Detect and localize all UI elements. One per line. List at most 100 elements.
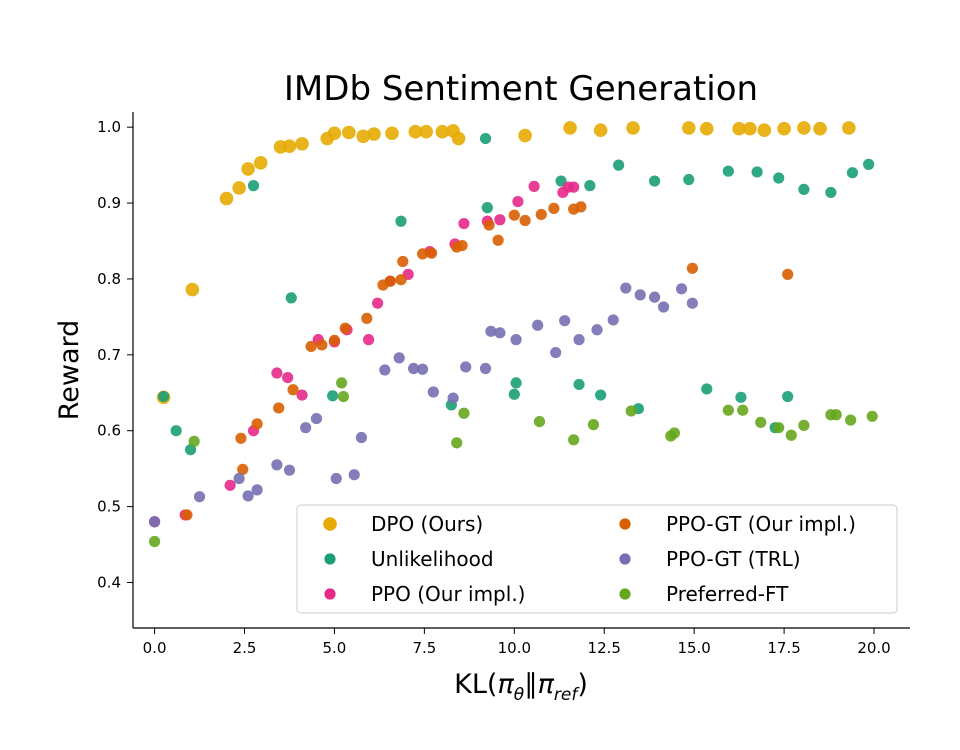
series-ppo-gt-our-impl	[181, 201, 794, 521]
data-point-ppo-gt-trl	[310, 412, 323, 425]
data-point-ppo-gt-our-impl	[519, 214, 531, 227]
x-axis-label-prefix: KL(	[454, 669, 497, 700]
data-point-unlikelihood	[735, 391, 747, 403]
data-point-dpo-ours	[777, 121, 791, 136]
data-point-preferred-ft	[148, 535, 161, 548]
data-point-ppo-gt-trl	[355, 431, 368, 444]
data-point-ppo-our-impl	[528, 180, 540, 192]
data-point-dpo-ours	[232, 181, 246, 195]
data-point-preferred-ft	[337, 390, 350, 403]
data-point-ppo-gt-our-impl	[575, 201, 587, 213]
data-point-dpo-ours	[732, 121, 746, 136]
data-point-preferred-ft	[785, 429, 797, 441]
data-point-ppo-our-impl	[568, 181, 580, 193]
data-point-ppo-gt-trl	[407, 362, 420, 375]
data-point-ppo-gt-trl	[591, 324, 603, 336]
data-point-dpo-ours	[518, 128, 532, 143]
data-point-dpo-ours	[253, 156, 268, 170]
data-point-unlikelihood	[595, 389, 607, 401]
data-point-ppo-gt-our-impl	[251, 418, 263, 430]
data-point-ppo-gt-our-impl	[782, 268, 794, 280]
x-tick-label: 17.5	[767, 639, 800, 657]
ticks-layer: 0.0 2.5 5.0 7.5 10.0 12.5 15.0 17.5 20.0 0.4 0.5 0.…	[97, 118, 891, 657]
data-point-ppo-gt-trl	[283, 464, 296, 476]
legend-marker-preferred-ft	[619, 588, 631, 600]
data-point-ppo-gt-trl	[573, 334, 585, 346]
y-tick-label: 0.5	[97, 498, 121, 516]
data-point-ppo-gt-our-impl	[548, 202, 560, 214]
data-point-dpo-ours	[282, 139, 297, 153]
data-point-dpo-ours	[367, 127, 381, 141]
legend-marker-ppo-gt-trl	[619, 553, 631, 565]
data-point-ppo-gt-trl	[485, 325, 497, 337]
data-point-unlikelihood	[573, 378, 585, 391]
data-point-unlikelihood	[798, 183, 810, 195]
data-point-dpo-ours	[681, 121, 696, 135]
data-point-preferred-ft	[755, 416, 767, 428]
legend: DPO (Ours) Unlikelihood PPO (Our impl.) PPO…	[296, 504, 898, 614]
data-point-unlikelihood	[846, 167, 859, 179]
data-point-ppo-gt-trl	[271, 459, 283, 471]
data-point-ppo-gt-trl	[393, 352, 405, 364]
data-point-unlikelihood	[751, 166, 763, 178]
data-point-dpo-ours	[419, 124, 433, 139]
data-point-unlikelihood	[863, 158, 875, 170]
data-point-ppo-gt-trl	[479, 362, 492, 375]
data-point-unlikelihood	[170, 425, 182, 437]
data-point-ppo-gt-our-impl	[181, 509, 193, 521]
data-point-unlikelihood	[782, 390, 794, 403]
data-point-unlikelihood	[481, 202, 493, 214]
data-point-ppo-gt-our-impl	[456, 239, 468, 252]
x-tick-label: 5.0	[323, 639, 347, 657]
data-point-preferred-ft	[188, 435, 200, 447]
data-point-ppo-gt-our-impl	[339, 322, 351, 334]
x-axis-label-sub-theta: θ	[514, 685, 525, 705]
x-tick-label: 15.0	[677, 639, 710, 657]
data-point-ppo-gt-trl	[634, 289, 646, 301]
data-point-preferred-ft	[668, 427, 680, 439]
x-axis-label-pi-theta: π	[497, 669, 514, 700]
legend-label-preferred-ft: Preferred-FT	[666, 582, 789, 606]
data-point-ppo-our-impl	[363, 334, 375, 346]
data-point-ppo-gt-trl	[251, 484, 263, 496]
data-point-ppo-gt-our-impl	[287, 384, 299, 396]
data-point-ppo-gt-our-impl	[416, 248, 429, 260]
data-point-ppo-gt-our-impl	[397, 255, 409, 268]
data-point-dpo-ours	[385, 126, 399, 141]
legend-label-ppo-our-impl: PPO (Our impl.)	[371, 582, 525, 606]
data-point-ppo-gt-trl	[460, 361, 472, 373]
data-point-dpo-ours	[813, 121, 827, 136]
data-point-dpo-ours	[842, 121, 856, 135]
data-point-ppo-gt-our-impl	[237, 463, 249, 476]
data-point-ppo-gt-trl	[416, 363, 429, 375]
data-point-preferred-ft	[458, 407, 470, 419]
x-axis-label-sub-ref: ref	[554, 685, 580, 705]
data-point-unlikelihood	[157, 390, 170, 403]
data-point-preferred-ft	[625, 405, 637, 417]
data-point-unlikelihood	[584, 180, 596, 192]
x-tick-label: 7.5	[412, 639, 436, 657]
series-ppo-our-impl	[148, 180, 580, 528]
data-point-ppo-gt-our-impl	[235, 432, 247, 444]
data-point-ppo-our-impl	[458, 217, 470, 230]
data-point-preferred-ft	[845, 414, 857, 426]
series-dpo-ours	[156, 121, 856, 405]
data-point-unlikelihood	[285, 292, 297, 304]
data-point-ppo-gt-our-impl	[305, 340, 317, 353]
data-point-preferred-ft	[533, 416, 546, 428]
data-point-dpo-ours	[295, 137, 309, 151]
data-point-dpo-ours	[356, 129, 371, 144]
data-point-ppo-gt-trl	[148, 516, 161, 528]
data-point-ppo-gt-trl	[607, 314, 619, 326]
data-point-unlikelihood	[613, 159, 625, 171]
y-tick-label: 0.4	[97, 573, 121, 591]
data-point-unlikelihood	[395, 215, 407, 227]
data-point-ppo-gt-trl	[447, 392, 459, 404]
data-point-preferred-ft	[336, 377, 348, 389]
data-point-ppo-our-impl	[494, 214, 506, 226]
data-point-ppo-gt-trl	[559, 315, 571, 327]
legend-marker-ppo-gt-our-impl	[619, 518, 631, 530]
data-point-preferred-ft	[737, 404, 749, 416]
x-axis-label: KL(πθ∥πref)	[454, 669, 588, 705]
